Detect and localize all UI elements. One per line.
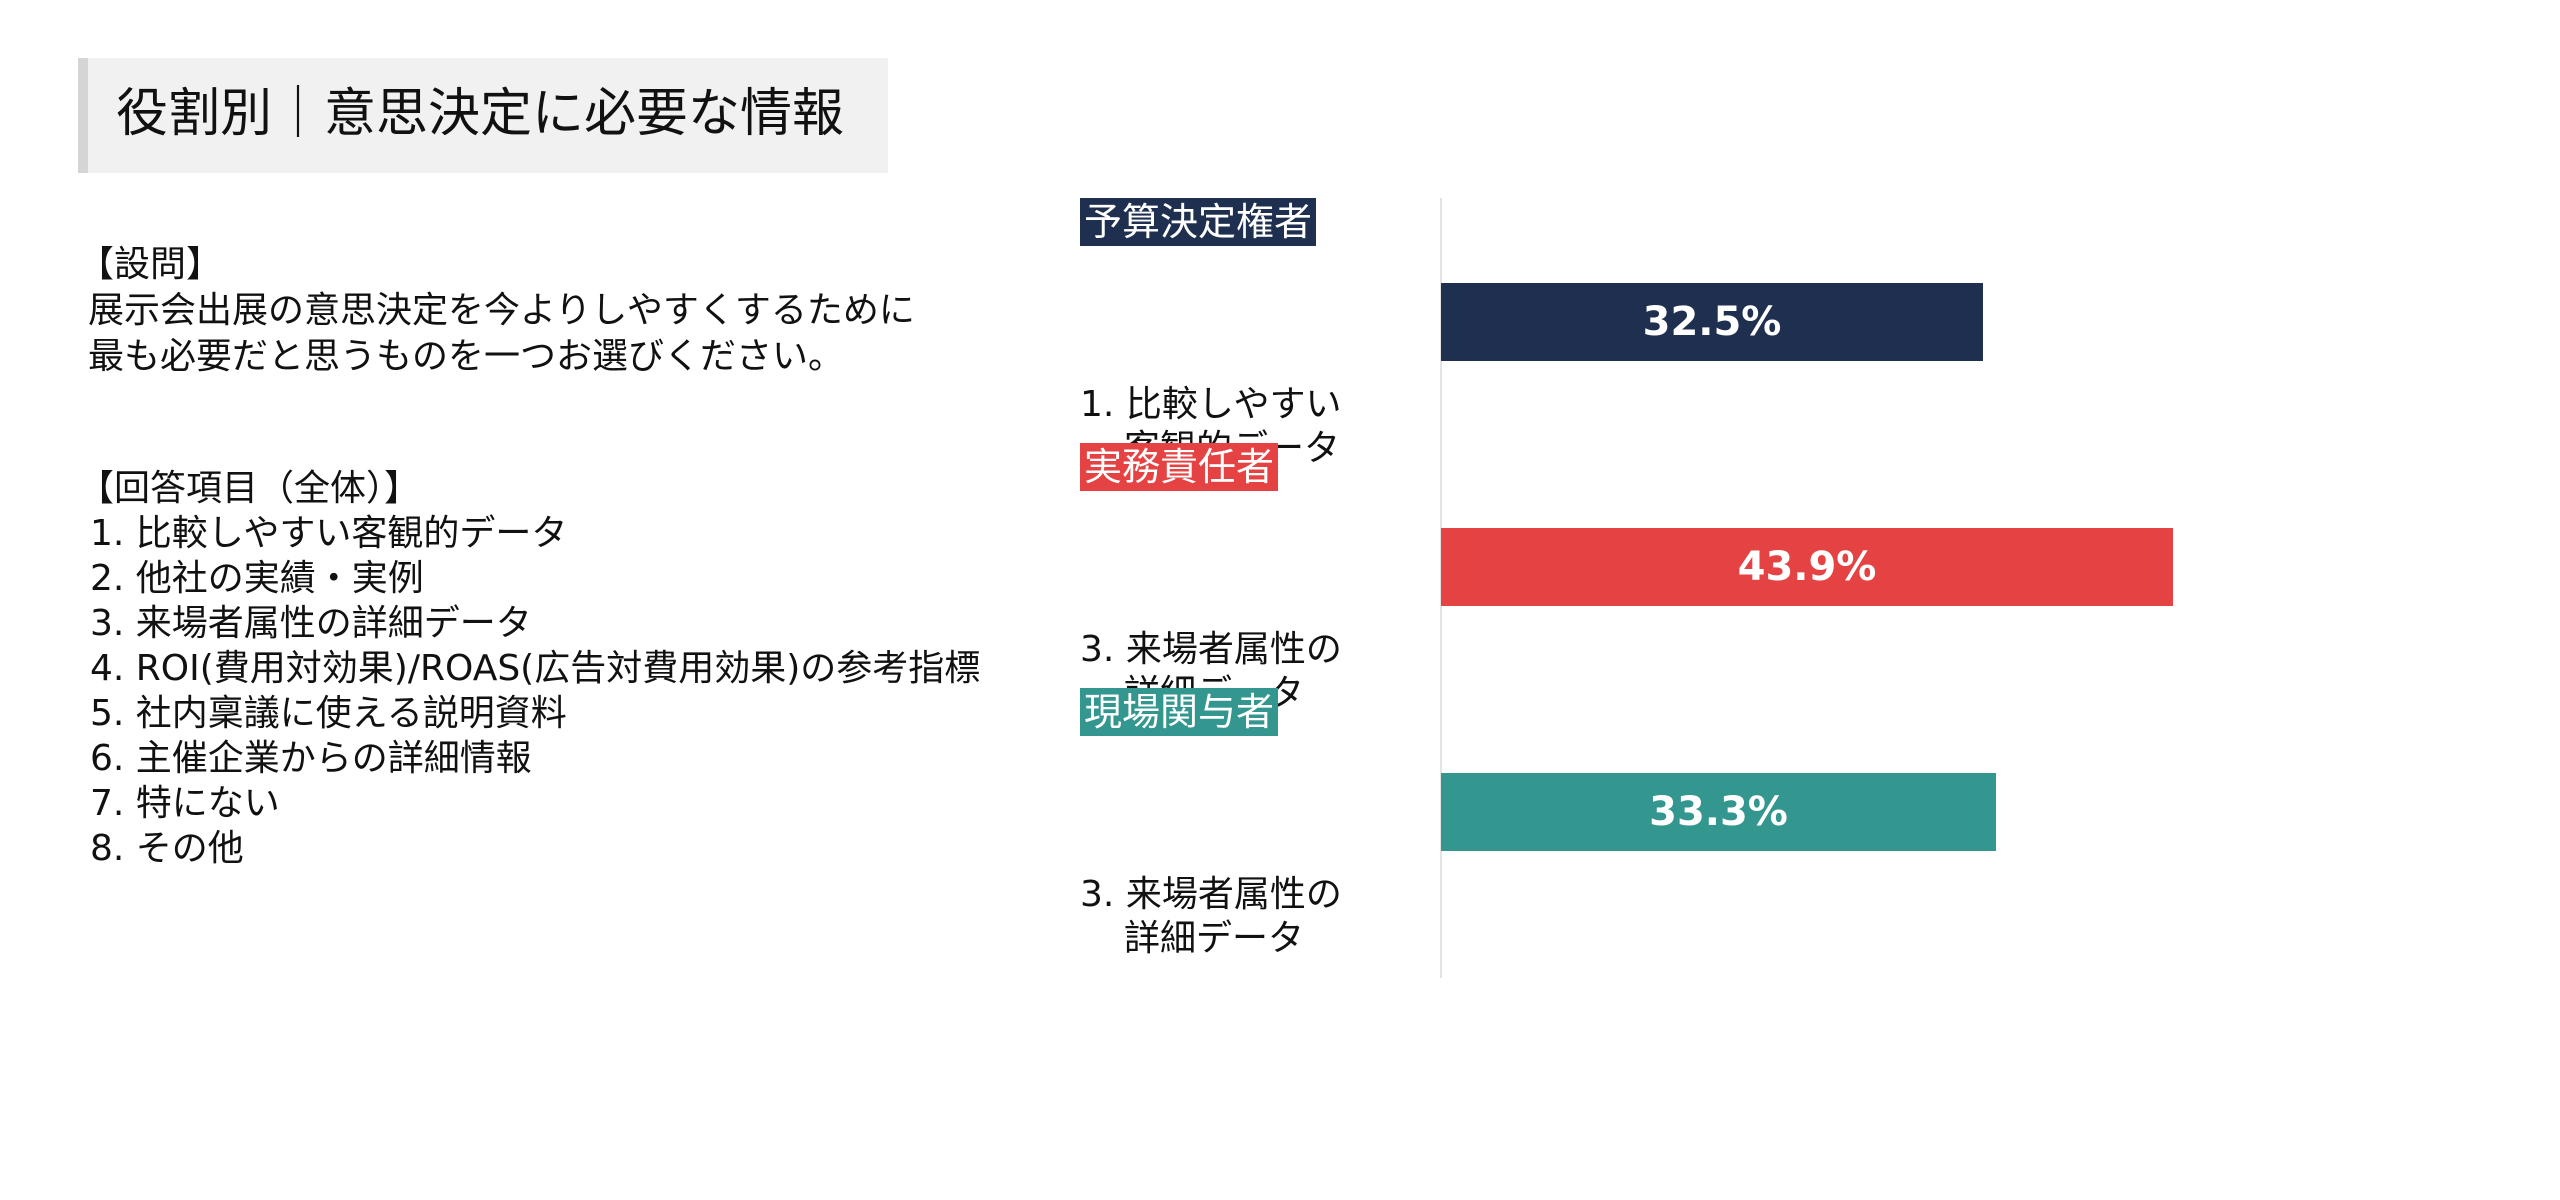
- chart-group-budget-decider: 予算決定権者 32.5% 1. 比較しやすい 客観的データ: [1080, 198, 2280, 469]
- answer-option: 6. 主催企業からの詳細情報: [90, 738, 532, 779]
- answer-options-list: 1. 比較しやすい客観的データ 2. 他社の実績・実例 3. 来場者属性の詳細デ…: [78, 511, 980, 871]
- top-answer-number: 3.: [1080, 629, 1115, 670]
- top-answer-text: 来場者属性の: [1125, 874, 1342, 915]
- answer-option: 7. 特にない: [90, 783, 280, 824]
- top-answer-label: 3. 来場者属性の 詳細データ: [1080, 873, 1400, 961]
- answer-option: 4. ROI(費用対効果)/ROAS(広告対費用効果)の参考指標: [90, 648, 981, 689]
- question-line-1: 展示会出展の意思決定を今よりしやすくするために: [88, 290, 915, 331]
- top-answer-line-1: 3. 来場者属性の: [1080, 873, 1400, 917]
- role-bar-chart: 予算決定権者 32.5% 1. 比較しやすい 客観的データ 実務責任者 43.9…: [1080, 198, 2280, 978]
- bar: 32.5%: [1441, 283, 1983, 361]
- bar-value-label: 33.3%: [1649, 789, 1788, 835]
- top-answer-label: 1. 比較しやすい 客観的データ: [1080, 383, 1400, 471]
- category-label: 実務責任者: [1080, 443, 1279, 491]
- title-box: 役割別｜意思決定に必要な情報: [78, 58, 888, 173]
- answer-option: 1. 比較しやすい客観的データ: [90, 513, 568, 554]
- top-answer-line-1: 1. 比較しやすい: [1080, 383, 1400, 427]
- question-heading: 【設問】: [78, 244, 223, 285]
- bar: 33.3%: [1441, 773, 1996, 851]
- answer-option: 5. 社内稟議に使える説明資料: [90, 693, 567, 734]
- top-answer-text: 来場者属性の: [1125, 629, 1342, 670]
- chart-group-field-participant: 現場関与者 33.3% 3. 来場者属性の 詳細データ: [1080, 688, 2280, 959]
- top-answer-number: 1.: [1080, 384, 1115, 425]
- question-section: 【設問】 展示会出展の意思決定を今よりしやすくするために 最も必要だと思うものを…: [78, 242, 915, 380]
- question-line-2: 最も必要だと思うものを一つお選びください。: [88, 336, 845, 377]
- top-answer-line-1: 3. 来場者属性の: [1080, 628, 1400, 672]
- bar-value-label: 43.9%: [1737, 544, 1877, 590]
- top-answer-line-2: 詳細データ: [1124, 918, 1305, 959]
- chart-group-practical-manager: 実務責任者 43.9% 3. 来場者属性の 詳細データ: [1080, 443, 2280, 714]
- category-label: 予算決定権者: [1080, 198, 1317, 246]
- answer-option: 2. 他社の実績・実例: [90, 558, 424, 599]
- bar-value-label: 32.5%: [1642, 299, 1782, 345]
- bar: 43.9%: [1441, 528, 2173, 606]
- answer-option: 3. 来場者属性の詳細データ: [90, 603, 532, 644]
- top-answer-number: 3.: [1080, 874, 1115, 915]
- answer-option: 8. その他: [90, 828, 244, 869]
- page-title: 役割別｜意思決定に必要な情報: [116, 84, 845, 144]
- top-answer-text: 比較しやすい: [1125, 384, 1342, 425]
- category-label: 現場関与者: [1080, 688, 1279, 736]
- answer-options-heading: 【回答項目（全体）】: [78, 468, 421, 509]
- answer-options-section: 【回答項目（全体）】 1. 比較しやすい客観的データ 2. 他社の実績・実例 3…: [78, 466, 980, 871]
